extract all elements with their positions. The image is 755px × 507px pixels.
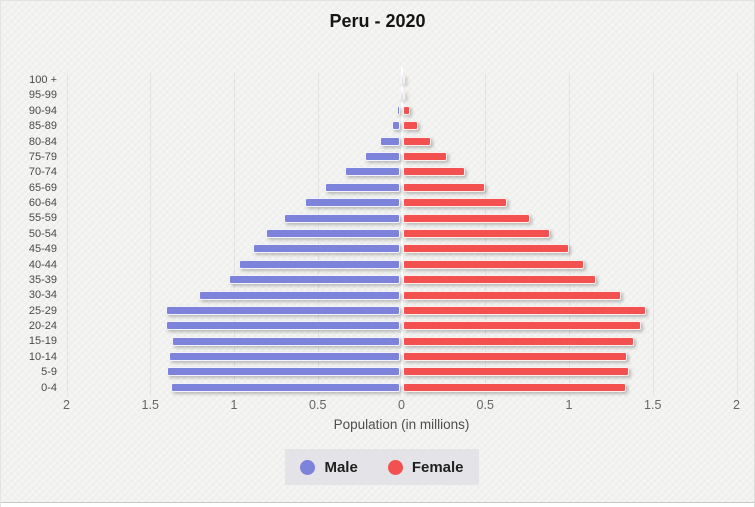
- female-bar[interactable]: [403, 382, 626, 392]
- x-tick-label: 0.5: [309, 398, 327, 412]
- female-bar[interactable]: [403, 244, 569, 254]
- age-group-label: 100 +: [29, 74, 57, 86]
- male-bar[interactable]: [252, 244, 400, 254]
- male-bar[interactable]: [172, 336, 400, 346]
- x-tick-label: 1.5: [644, 398, 662, 412]
- female-swatch-icon: [387, 459, 403, 475]
- age-group-label: 25-29: [28, 304, 57, 317]
- legend-item-male[interactable]: Male: [300, 458, 358, 476]
- female-bar[interactable]: [403, 121, 419, 131]
- age-group-label: 45-49: [28, 243, 57, 256]
- female-bar[interactable]: [403, 305, 646, 315]
- female-bar[interactable]: [403, 290, 621, 300]
- female-bar[interactable]: [403, 229, 551, 238]
- bottom-divider: [1, 502, 754, 503]
- plot-area: [65, 67, 738, 396]
- male-bar[interactable]: [199, 290, 400, 300]
- female-bar[interactable]: [403, 152, 447, 162]
- legend: Male Female: [285, 449, 479, 485]
- female-bar[interactable]: [403, 213, 531, 223]
- x-tick-label: 1.5: [141, 398, 159, 412]
- male-bar[interactable]: [266, 229, 400, 238]
- age-group-label: 20-24: [28, 320, 57, 333]
- male-bar[interactable]: [399, 75, 402, 85]
- female-bar[interactable]: [403, 321, 641, 331]
- legend-item-female[interactable]: Female: [387, 458, 464, 476]
- male-bar[interactable]: [284, 213, 400, 223]
- zero-gridline: [400, 67, 403, 396]
- male-bar[interactable]: [229, 275, 400, 285]
- female-bar[interactable]: [403, 367, 630, 377]
- age-group-label: 60-64: [28, 197, 57, 210]
- female-bar[interactable]: [403, 75, 405, 85]
- female-bar[interactable]: [403, 352, 628, 362]
- age-axis: 100 + 95-99 90-94 85-89 80-84 75-79 70-74 65-69…: [1, 73, 57, 396]
- female-bar[interactable]: [403, 90, 406, 100]
- male-bar[interactable]: [379, 136, 400, 146]
- gridline: [66, 73, 68, 396]
- age-group-label: 40-44: [28, 258, 57, 271]
- x-tick-label: 1: [230, 398, 238, 412]
- gridline: [652, 73, 654, 396]
- male-bar[interactable]: [344, 167, 400, 177]
- female-bar[interactable]: [403, 167, 465, 177]
- age-group-label: 65-69: [28, 181, 57, 194]
- age-group-label: 15-19: [28, 335, 57, 348]
- x-tick-label: 0.5: [476, 398, 494, 412]
- age-group-label: 5-9: [41, 366, 57, 379]
- bottom-strip: [1, 503, 754, 507]
- female-bar[interactable]: [403, 336, 635, 346]
- age-group-label: 75-79: [28, 150, 57, 163]
- gridline: [569, 73, 570, 396]
- female-bar[interactable]: [403, 275, 596, 285]
- x-axis-title: Population (in millions): [333, 417, 470, 432]
- legend-male-label: Male: [324, 458, 358, 476]
- x-tick-label: 1: [565, 398, 573, 412]
- male-bar[interactable]: [396, 105, 400, 115]
- age-group-label: 95-99: [28, 89, 57, 102]
- age-group-label: 55-59: [28, 212, 57, 225]
- male-swatch-icon: [300, 459, 316, 475]
- male-bar[interactable]: [165, 321, 400, 331]
- legend-female-label: Female: [411, 458, 464, 476]
- age-group-label: 30-34: [28, 289, 57, 302]
- gridline: [234, 73, 235, 396]
- age-group-label: 35-39: [28, 273, 57, 286]
- chart-title: Peru - 2020: [329, 11, 426, 31]
- gridline: [736, 73, 738, 396]
- age-group-label: 70-74: [28, 166, 57, 179]
- age-group-label: 10-14: [28, 350, 57, 363]
- male-bar[interactable]: [165, 305, 400, 315]
- gridline: [150, 73, 152, 396]
- male-bar[interactable]: [239, 259, 400, 269]
- male-bar[interactable]: [304, 198, 400, 208]
- age-group-label: 90-94: [28, 104, 57, 117]
- female-bar[interactable]: [403, 136, 432, 146]
- x-axis-ticks: 2 1.5 1 0.5 0 0.5 1 1.5 2: [1, 398, 754, 412]
- male-bar[interactable]: [391, 121, 400, 131]
- x-tick-label: 2: [63, 398, 70, 412]
- male-bar[interactable]: [167, 367, 400, 377]
- x-tick-label: 0: [398, 398, 405, 412]
- female-bar[interactable]: [403, 198, 507, 208]
- male-bar[interactable]: [170, 382, 400, 392]
- age-group-label: 0-4: [41, 381, 57, 394]
- male-bar[interactable]: [168, 352, 400, 362]
- female-bar[interactable]: [403, 105, 410, 115]
- female-bar[interactable]: [403, 259, 584, 269]
- male-bar[interactable]: [324, 182, 400, 192]
- age-group-label: 85-89: [28, 120, 57, 133]
- male-bar[interactable]: [364, 152, 400, 162]
- male-bar[interactable]: [398, 90, 401, 100]
- x-tick-label: 2: [733, 398, 740, 412]
- female-bar[interactable]: [403, 182, 486, 192]
- age-group-label: 50-54: [28, 227, 57, 240]
- age-group-label: 80-84: [28, 135, 57, 148]
